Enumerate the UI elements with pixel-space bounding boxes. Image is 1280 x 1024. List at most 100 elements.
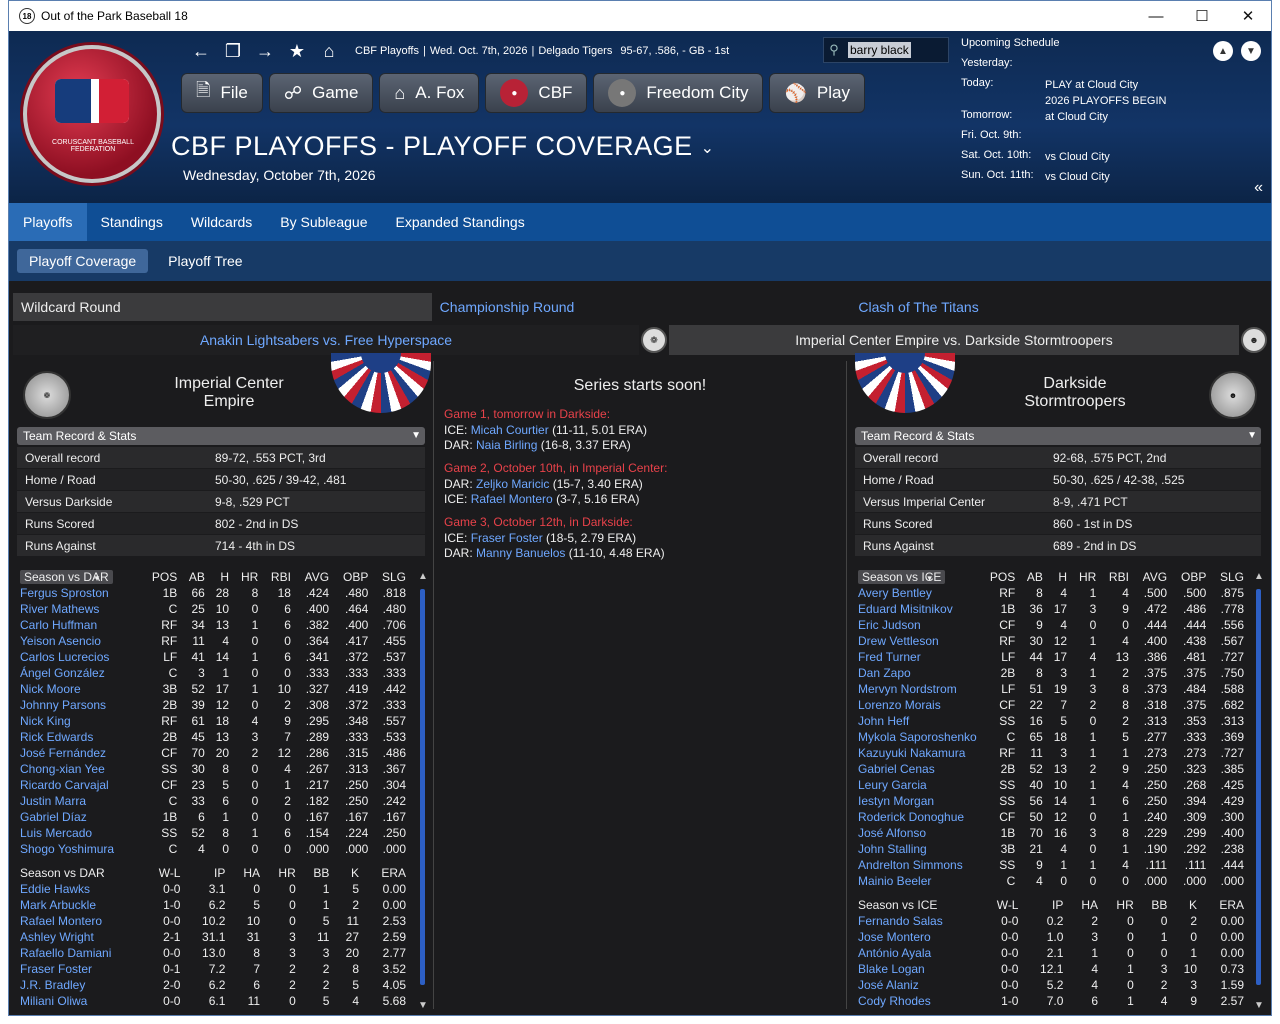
breadcrumb-team[interactable]: Delgado Tigers xyxy=(538,45,613,57)
player-link[interactable]: Mainio Beeler xyxy=(858,874,932,888)
manager-button[interactable]: ⌂ A. Fox xyxy=(379,73,480,113)
series-empire-stormtroopers[interactable]: Imperial Center Empire vs. Darkside Stor… xyxy=(669,325,1239,355)
column-header[interactable]: OBP xyxy=(343,570,369,584)
column-header[interactable]: IP xyxy=(1052,898,1064,912)
column-header[interactable]: Season vs ICE▾ xyxy=(855,569,979,585)
player-link[interactable]: Fraser Foster xyxy=(20,962,93,976)
column-header[interactable]: HR xyxy=(1116,898,1134,912)
player-link[interactable]: Ashley Wright xyxy=(20,930,94,944)
player-link[interactable]: Blake Logan xyxy=(858,962,925,976)
pitcher-link[interactable]: Micah Courtier xyxy=(470,423,549,437)
player-link[interactable]: Miliani Oliwa xyxy=(20,994,88,1008)
column-header[interactable]: BB xyxy=(1151,898,1168,912)
column-header[interactable]: AB xyxy=(188,570,205,584)
player-link[interactable]: J.R. Bradley xyxy=(20,978,86,992)
player-link[interactable]: Rick Edwards xyxy=(20,730,94,744)
copy-icon[interactable]: ❐ xyxy=(224,40,242,61)
scroll-up-icon[interactable]: ▲ xyxy=(418,571,428,582)
player-link[interactable]: António Ayala xyxy=(858,946,932,960)
stormtrooper-team-logo[interactable]: ☻ xyxy=(1209,371,1257,419)
round-clash-of-titans[interactable]: Clash of The Titans xyxy=(850,293,1270,321)
home-icon[interactable]: ⌂ xyxy=(323,40,335,61)
player-link[interactable]: Carlos Lucrecios xyxy=(20,650,110,664)
player-link[interactable]: Eric Judson xyxy=(858,618,921,632)
tab-playoffs[interactable]: Playoffs xyxy=(9,203,87,241)
column-header[interactable]: K xyxy=(351,866,360,880)
minimize-button[interactable]: — xyxy=(1148,7,1164,25)
search-value[interactable]: barry black xyxy=(848,42,911,58)
split-select[interactable]: Season vs ICE xyxy=(858,570,946,584)
team-record-dropdown[interactable]: Team Record & Stats ▼ xyxy=(855,427,1261,445)
player-link[interactable]: Rafaello Damiani xyxy=(20,946,112,960)
column-header[interactable]: W-L xyxy=(158,866,181,880)
close-button[interactable]: ✕ xyxy=(1241,8,1255,25)
player-link[interactable]: Ricardo Carvajal xyxy=(20,778,109,792)
player-link[interactable]: José Fernández xyxy=(20,746,107,760)
league-button[interactable]: ● CBF xyxy=(485,73,588,113)
play-button[interactable]: ⚾ Play xyxy=(769,73,865,113)
player-link[interactable]: José Alfonso xyxy=(858,826,927,840)
column-header[interactable]: OBP xyxy=(1181,570,1207,584)
player-link[interactable]: Johnny Parsons xyxy=(20,698,107,712)
chevron-up-icon[interactable]: ▲ xyxy=(1213,41,1233,61)
player-link[interactable]: Shogo Yoshimura xyxy=(20,842,115,856)
player-link[interactable]: Carlo Huffman xyxy=(20,618,98,632)
column-header[interactable]: AB xyxy=(1026,570,1043,584)
pitcher-link[interactable]: Zeljko Maricic xyxy=(476,477,550,491)
tab-playoff-coverage[interactable]: Playoff Coverage xyxy=(17,249,149,273)
pitcher-link[interactable]: Manny Banuelos xyxy=(476,546,566,560)
column-header[interactable]: K xyxy=(1189,898,1198,912)
player-link[interactable]: John Heff xyxy=(858,714,910,728)
player-link[interactable]: Mervyn Nordstrom xyxy=(858,682,957,696)
column-header[interactable]: HA xyxy=(1081,898,1099,912)
scroll-up-icon[interactable]: ▲ xyxy=(1254,571,1264,582)
player-link[interactable]: Eduard Misitnikov xyxy=(858,602,953,616)
file-button[interactable]: 🗎 File xyxy=(181,73,263,113)
player-link[interactable]: Kazuyuki Nakamura xyxy=(858,746,966,760)
chevron-down-icon[interactable]: ⌄ xyxy=(700,139,715,157)
player-link[interactable]: Ángel González xyxy=(20,666,105,680)
column-header[interactable]: HR xyxy=(240,570,259,584)
scrollbar[interactable]: ▲ ▼ xyxy=(1253,571,1265,1011)
column-header[interactable]: BB xyxy=(313,866,330,880)
column-header[interactable]: AVG xyxy=(1142,570,1168,584)
tab-wildcards[interactable]: Wildcards xyxy=(190,214,253,230)
player-link[interactable]: Avery Bentley xyxy=(858,586,932,600)
breadcrumb-league[interactable]: CBF Playoffs xyxy=(355,45,419,57)
round-wildcard[interactable]: Wildcard Round xyxy=(13,293,432,321)
pitcher-link[interactable]: Fraser Foster xyxy=(470,531,543,545)
player-link[interactable]: Jose Montero xyxy=(858,930,931,944)
player-link[interactable]: River Mathews xyxy=(20,602,100,616)
column-header[interactable]: SLG xyxy=(1219,570,1244,584)
maximize-button[interactable]: ☐ xyxy=(1195,8,1209,25)
collapse-icon[interactable]: « xyxy=(1254,179,1263,196)
round-championship[interactable]: Championship Round xyxy=(431,293,851,321)
player-link[interactable]: Leury Garcia xyxy=(858,778,927,792)
series-lightsabers-hyperspace[interactable]: Anakin Lightsabers vs. Free Hyperspace xyxy=(13,325,639,355)
player-link[interactable]: Fred Turner xyxy=(858,650,921,664)
tab-standings[interactable]: Standings xyxy=(100,214,163,230)
search-input[interactable]: ⚲ barry black xyxy=(823,37,949,63)
team-record-dropdown[interactable]: Team Record & Stats ▼ xyxy=(17,427,425,445)
column-header[interactable]: POS xyxy=(151,570,178,584)
scrollbar[interactable]: ▲ ▼ xyxy=(417,571,429,1011)
player-link[interactable]: Dan Zapo xyxy=(858,666,911,680)
back-arrow-icon[interactable]: ← xyxy=(192,40,210,61)
player-link[interactable]: John Stalling xyxy=(858,842,927,856)
scroll-thumb[interactable] xyxy=(420,589,425,985)
split-select[interactable]: Season vs DAR xyxy=(20,570,113,584)
tab-playoff-tree[interactable]: Playoff Tree xyxy=(168,253,243,269)
chevron-down-icon[interactable]: ▼ xyxy=(1241,41,1261,61)
player-link[interactable]: Iestyn Morgan xyxy=(858,794,935,808)
player-link[interactable]: Rafael Montero xyxy=(20,914,103,928)
column-header[interactable]: POS xyxy=(989,570,1016,584)
player-link[interactable]: Nick Moore xyxy=(20,682,81,696)
player-link[interactable]: Chong-xian Yee xyxy=(20,762,105,776)
game-button[interactable]: ☍ Game xyxy=(268,73,374,113)
forward-arrow-icon[interactable]: → xyxy=(256,40,274,61)
column-header[interactable]: H xyxy=(220,570,230,584)
scroll-down-icon[interactable]: ▼ xyxy=(418,1000,428,1011)
player-link[interactable]: Eddie Hawks xyxy=(20,882,91,896)
player-link[interactable]: Luis Mercado xyxy=(20,826,93,840)
column-header[interactable]: RBI xyxy=(1108,570,1129,584)
